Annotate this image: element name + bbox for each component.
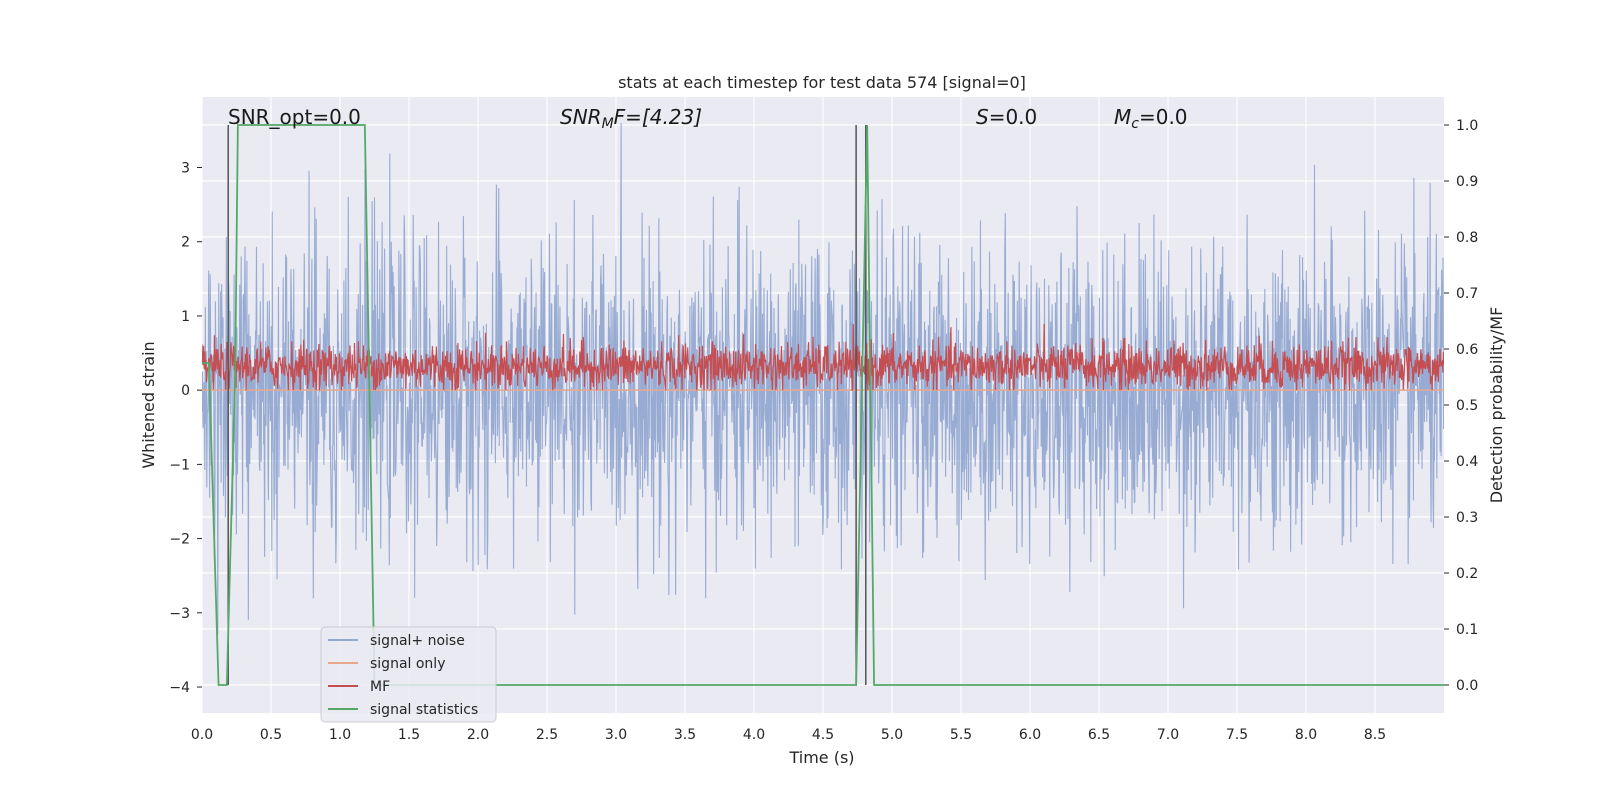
y-tick-label: −3 [169, 606, 190, 622]
y2-tick-label: 0.4 [1456, 454, 1478, 470]
x-tick-label: 0.0 [191, 727, 213, 743]
x-tick-label: 1.0 [329, 727, 351, 743]
snr-mf-sub: M [602, 116, 614, 132]
x-tick-label: 6.5 [1088, 727, 1110, 743]
y2-tick-label: 1.0 [1456, 118, 1478, 134]
y-axis-label: Whitened strain [139, 341, 158, 468]
legend-label-signal-statistics: signal statistics [370, 702, 478, 718]
s-rest: =0.0 [989, 105, 1038, 129]
y2-tick-label: 0.0 [1456, 678, 1478, 694]
y-tick-label: −2 [169, 532, 190, 548]
y-tick-label: 0 [181, 383, 190, 399]
x-tick-label: 8.5 [1364, 727, 1386, 743]
y-tick-label: −4 [169, 680, 190, 696]
annotation-s: S=0.0 [976, 105, 1037, 129]
x-tick-label: 2.0 [467, 727, 489, 743]
x-tick-label: 7.5 [1226, 727, 1248, 743]
x-tick-label: 6.0 [1019, 727, 1041, 743]
x-tick-label: 8.0 [1295, 727, 1317, 743]
series-mf-line [202, 323, 1444, 392]
x-tick-label: 5.0 [881, 727, 903, 743]
s-main: S [976, 105, 989, 129]
x-tick-label: 0.5 [260, 727, 282, 743]
ticks: 0.0 0.5 1.0 1.5 2.0 2.5 3.0 3.5 4.0 4.5 5.0 5.5 6.0 6… [169, 118, 1478, 743]
x-axis-label: Time (s) [788, 748, 854, 767]
y2-tick-label: 0.2 [1456, 566, 1478, 582]
y2-tick-label: 0.5 [1456, 398, 1478, 414]
y2-tick-label: 0.1 [1456, 622, 1478, 638]
x-tick-label: 5.5 [950, 727, 972, 743]
legend: signal+ noise signal only MF signal stat… [320, 626, 497, 723]
legend-box [320, 626, 497, 723]
x-tick-label: 1.5 [398, 727, 420, 743]
series-signal-statistics-line [202, 124, 1444, 686]
grid [201, 97, 1444, 713]
x-tick-label: 7.0 [1157, 727, 1179, 743]
y2-tick-label: 0.6 [1456, 342, 1478, 358]
annotation-snr-opt: SNR_opt=0.0 [228, 105, 361, 129]
legend-label-signal-only: signal only [370, 656, 445, 672]
mc-main: M [1114, 105, 1131, 129]
y2-axis-label: Detection probability/MF [1487, 307, 1506, 504]
x-tick-label: 4.0 [743, 727, 765, 743]
snr-mf-rest: F=[4.23] [614, 105, 702, 129]
y2-tick-label: 0.7 [1456, 286, 1478, 302]
x-tick-label: 2.5 [536, 727, 558, 743]
series-layer [202, 122, 1444, 686]
y2-tick-label: 0.8 [1456, 230, 1478, 246]
y2-tick-label: 0.3 [1456, 510, 1478, 526]
mc-rest: =0.0 [1139, 105, 1188, 129]
legend-label-signal-noise: signal+ noise [370, 633, 465, 649]
mc-sub: c [1131, 116, 1139, 132]
annotation-snr-mf: SNRMF=[4.23] [560, 105, 702, 132]
x-tick-label: 3.5 [674, 727, 696, 743]
chart-title: stats at each timestep for test data 574… [618, 73, 1026, 92]
annotation-mc: Mc=0.0 [1114, 105, 1188, 132]
y2-tick-label: 0.9 [1456, 174, 1478, 190]
y-tick-label: 1 [181, 309, 190, 325]
snr-mf-main: SNR [560, 105, 602, 129]
x-tick-label: 3.0 [605, 727, 627, 743]
x-tick-label: 4.5 [812, 727, 834, 743]
y-tick-label: 3 [181, 161, 190, 177]
legend-label-mf: MF [370, 679, 390, 695]
y-tick-label: 2 [181, 235, 190, 251]
y-tick-label: −1 [169, 457, 190, 473]
